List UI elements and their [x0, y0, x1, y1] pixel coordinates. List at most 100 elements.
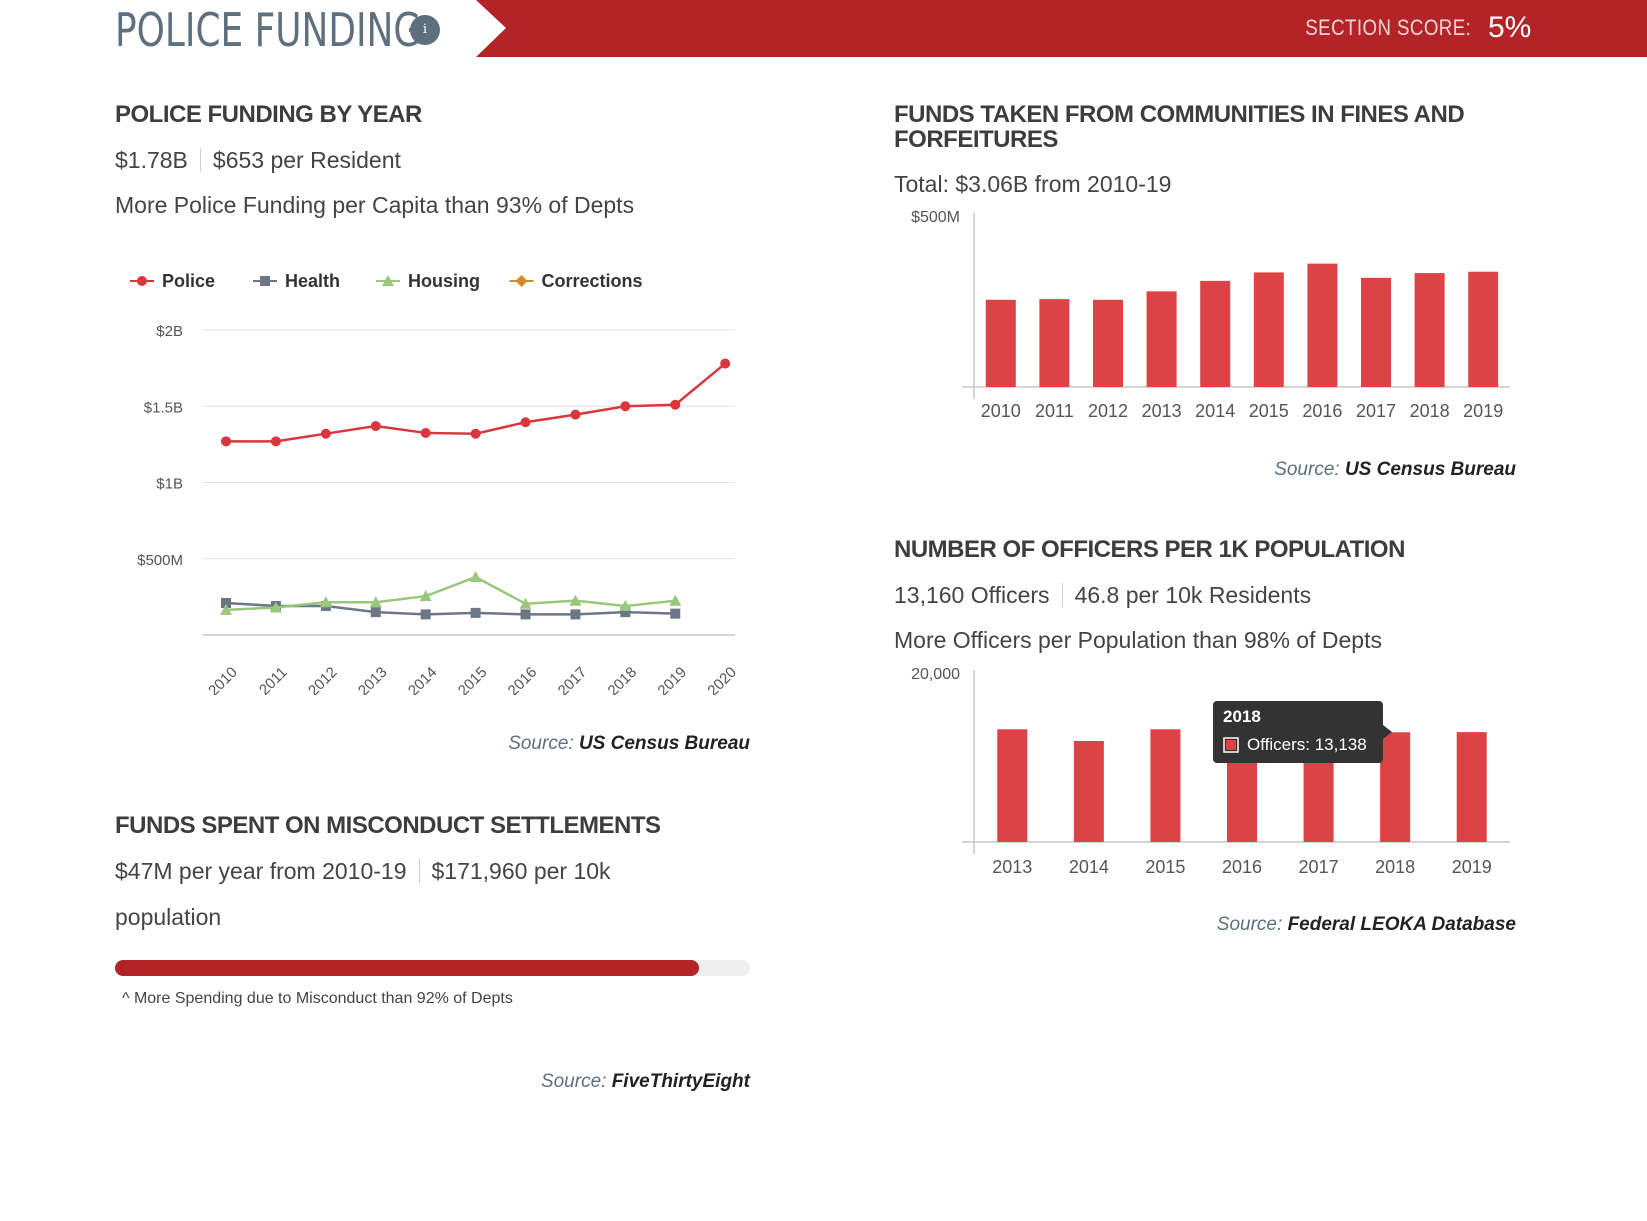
data-point-police	[720, 358, 731, 369]
misconduct-heading: FUNDS SPENT ON MISCONDUCT SETTLEMENTS	[115, 812, 661, 839]
tooltip-pointer	[1383, 725, 1392, 739]
x-tick-label: 2014	[1069, 857, 1109, 877]
fines-heading-line2: FORFEITURES	[894, 126, 1058, 153]
section-score-value: 5%	[1488, 11, 1532, 44]
x-tick-label: 2015	[455, 664, 491, 695]
misconduct-per-10k-cont: population	[115, 904, 222, 930]
x-tick-label: 2011	[1035, 401, 1074, 421]
x-tick-label: 2010	[981, 401, 1021, 421]
police-funding-line-chart: Police Health Housing Corrections $2B $1.5B $1…	[130, 271, 740, 695]
fines-heading: FUNDS TAKEN FROM COMMUNITIES IN FINES AN…	[894, 101, 1465, 153]
x-tick-label: 2016	[1222, 857, 1262, 877]
bar-2019	[1456, 732, 1487, 842]
x-tick-label: 2018	[1410, 401, 1450, 421]
data-point-housing	[669, 594, 682, 606]
source-value[interactable]: FiveThirtyEight	[611, 1071, 750, 1092]
legend-item-health: Health	[253, 271, 340, 291]
misconduct-note: ^ More Spending due to Misconduct than 9…	[122, 990, 513, 1007]
separator	[418, 859, 420, 883]
police-funding-heading: POLICE FUNDING BY YEAR	[115, 101, 422, 128]
data-point-health	[670, 608, 681, 619]
x-tick-label: 2011	[256, 664, 291, 695]
data-point-health	[570, 609, 581, 620]
data-point-housing	[220, 603, 232, 615]
x-tick-label: 2015	[1249, 401, 1289, 421]
police-funding-per-resident: $653 per Resident	[212, 147, 401, 173]
x-tick-label: 2018	[1375, 857, 1415, 877]
data-point-housing	[269, 601, 282, 613]
tooltip-label: Officers: 13,138	[1247, 735, 1367, 754]
data-point-health	[620, 607, 631, 618]
legend-item-police: Police	[130, 271, 215, 291]
data-point-police	[470, 428, 481, 439]
bar-2014	[1200, 280, 1231, 387]
legend-item-corrections: Corrections	[509, 271, 643, 291]
y-tick-label: $2B	[156, 323, 183, 340]
legend-label: Corrections	[542, 271, 643, 291]
x-tick-label: 2012	[305, 664, 341, 695]
police-funding-total: $1.78B	[115, 147, 188, 173]
fines-bar-chart: $500M 2010 2011 2012 2013 2014 2015 2016 2017 201…	[911, 209, 1510, 421]
bar-2012	[1093, 299, 1123, 387]
misconduct-progress-bar	[115, 960, 750, 976]
data-point-police	[420, 427, 431, 438]
data-point-police	[320, 428, 331, 439]
bar-2010	[985, 299, 1016, 387]
misconduct-stats: $47M per year from 2010-19 $171,960 per 1…	[115, 858, 611, 885]
section-score-label: SECTION SCORE:	[1305, 15, 1471, 40]
x-tick-label: 2015	[1145, 857, 1185, 877]
x-tick-label: 2019	[1463, 401, 1503, 421]
data-point-housing	[469, 571, 482, 583]
x-tick-label: 2013	[355, 664, 391, 695]
bar-2011	[1039, 299, 1070, 387]
bar-2015	[1253, 272, 1284, 387]
source-value[interactable]: US Census Bureau	[1344, 459, 1516, 480]
x-tick-label: 2017	[1356, 401, 1396, 421]
bar-2015	[1150, 729, 1181, 842]
legend-marker	[515, 275, 528, 287]
officers-comparison: More Officers per Population than 98% of…	[894, 627, 1382, 653]
y-tick-label: $1.5B	[144, 399, 183, 416]
bar-2013	[1146, 291, 1177, 387]
data-point-health	[520, 609, 531, 620]
x-tick-label: 2019	[654, 664, 690, 695]
bar-2019	[1468, 271, 1499, 387]
data-point-health	[370, 607, 381, 618]
x-tick-label: 2016	[505, 664, 541, 695]
x-tick-label: 2014	[405, 664, 441, 695]
series-line-housing	[225, 575, 676, 612]
bar-2018	[1380, 732, 1411, 842]
source-value[interactable]: US Census Bureau	[578, 733, 750, 754]
officers-source: Source: Federal LEOKA Database	[1217, 914, 1516, 936]
fines-source: Source: US Census Bureau	[1274, 459, 1516, 481]
chart-tooltip: 2018 Officers: 13,138	[1213, 701, 1392, 763]
bar-2016	[1307, 263, 1338, 387]
source-value[interactable]: Federal LEOKA Database	[1287, 914, 1516, 935]
misconduct-per-year: $47M per year from 2010-19	[115, 858, 407, 884]
data-point-health	[221, 597, 231, 608]
source-label: Source:	[540, 1071, 607, 1092]
y-tick-label: $500M	[911, 209, 960, 226]
legend-label: Police	[162, 271, 215, 291]
legend-label: Health	[285, 271, 340, 291]
legend-label: Housing	[408, 271, 480, 291]
y-tick-label: 20,000	[911, 666, 960, 683]
separator	[1061, 583, 1063, 607]
tooltip-swatch	[1223, 737, 1239, 753]
info-icon[interactable]: i	[410, 15, 440, 45]
page-title: POLICE FUNDING	[115, 3, 422, 57]
fines-heading-line1: FUNDS TAKEN FROM COMMUNITIES IN FINES AN…	[894, 101, 1465, 128]
officers-bar-chart: 20,000 2013 2014 2015 2016 2017 2018 2019 2018 Of…	[911, 666, 1510, 877]
bar-2018	[1414, 273, 1445, 387]
tooltip-swatch-fill	[1226, 740, 1236, 750]
x-tick-label: 2018	[605, 664, 641, 695]
misconduct-source: Source: FiveThirtyEight	[541, 1071, 750, 1093]
police-funding-source: Source: US Census Bureau	[508, 733, 750, 755]
separator	[199, 148, 201, 172]
bar-2014	[1073, 740, 1104, 842]
data-point-housing	[519, 597, 532, 609]
data-point-housing	[569, 594, 582, 606]
misconduct-per-10k: $171,960 per 10k	[431, 858, 611, 884]
data-point-police	[620, 401, 631, 412]
data-point-housing	[369, 596, 382, 608]
